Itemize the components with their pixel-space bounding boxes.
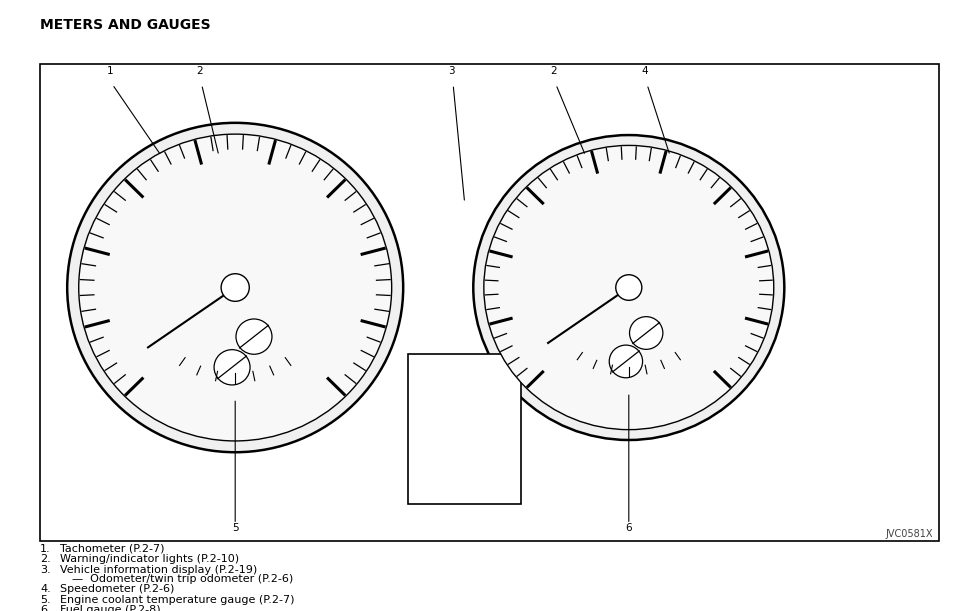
Text: 3.: 3. <box>40 565 51 574</box>
Text: 1.: 1. <box>40 544 51 554</box>
Text: 5: 5 <box>232 523 238 533</box>
Text: 6.: 6. <box>40 605 51 611</box>
Text: 4.: 4. <box>40 584 51 594</box>
Ellipse shape <box>615 275 642 301</box>
Text: —  Odometer/twin trip odometer (P.2-6): — Odometer/twin trip odometer (P.2-6) <box>72 574 293 584</box>
Ellipse shape <box>236 319 272 354</box>
Text: Vehicle information display (P.2-19): Vehicle information display (P.2-19) <box>60 565 256 574</box>
Ellipse shape <box>630 316 662 349</box>
Text: Speedometer (P.2-6): Speedometer (P.2-6) <box>60 584 174 594</box>
Text: 3: 3 <box>448 67 454 76</box>
Text: JVC0581X: JVC0581X <box>886 529 933 539</box>
Ellipse shape <box>484 145 774 430</box>
Ellipse shape <box>214 349 250 385</box>
Text: 4: 4 <box>642 67 648 76</box>
Text: 2: 2 <box>551 67 557 76</box>
Text: 1: 1 <box>108 67 113 76</box>
Ellipse shape <box>610 345 642 378</box>
Text: 2.: 2. <box>40 554 51 564</box>
Text: 6: 6 <box>626 523 632 533</box>
Ellipse shape <box>67 123 403 452</box>
Text: 2: 2 <box>197 67 203 76</box>
Text: Fuel gauge (P.2-8): Fuel gauge (P.2-8) <box>60 605 160 611</box>
Text: 5.: 5. <box>40 595 51 604</box>
Bar <box>408 354 521 504</box>
Ellipse shape <box>473 135 784 440</box>
Text: Engine coolant temperature gauge (P.2-7): Engine coolant temperature gauge (P.2-7) <box>60 595 294 604</box>
Ellipse shape <box>79 134 392 441</box>
Text: METERS AND GAUGES: METERS AND GAUGES <box>40 18 211 32</box>
Text: Tachometer (P.2-7): Tachometer (P.2-7) <box>60 544 164 554</box>
Bar <box>40 64 939 541</box>
Ellipse shape <box>221 274 250 301</box>
Text: Warning/indicator lights (P.2-10): Warning/indicator lights (P.2-10) <box>60 554 239 564</box>
